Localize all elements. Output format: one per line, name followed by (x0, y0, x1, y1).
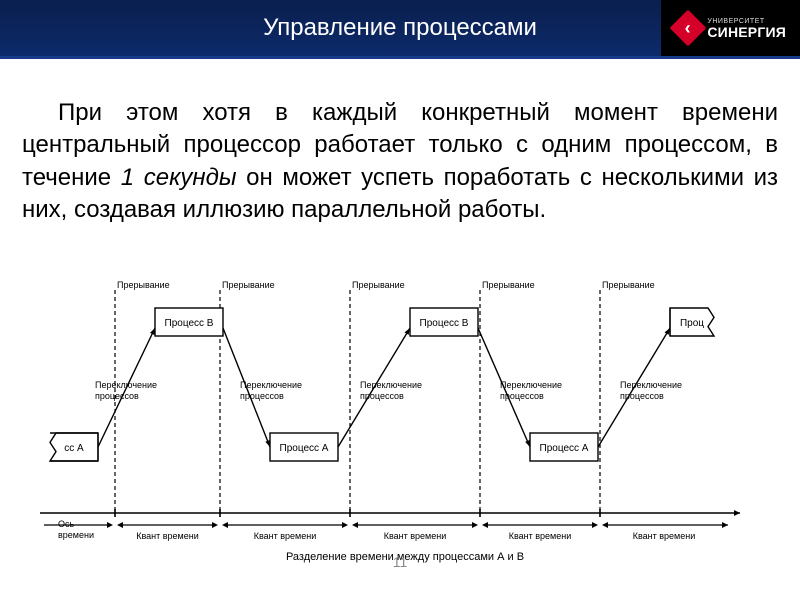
svg-text:Квант времени: Квант времени (509, 531, 572, 541)
page-number: 11 (393, 554, 408, 570)
svg-text:Ось: Ось (58, 519, 75, 529)
svg-text:Процесс В: Процесс В (165, 318, 214, 329)
svg-text:процессов: процессов (620, 391, 664, 401)
svg-text:Квант времени: Квант времени (384, 531, 447, 541)
svg-text:Прерывание: Прерывание (117, 280, 170, 290)
svg-text:Квант времени: Квант времени (136, 531, 199, 541)
paragraph: При этом хотя в каждый конкретный момент… (22, 97, 778, 227)
svg-text:Прерывание: Прерывание (222, 280, 275, 290)
svg-text:Процесс А: Процесс А (280, 443, 329, 454)
svg-text:Прерывание: Прерывание (602, 280, 655, 290)
svg-text:Проц: Проц (680, 318, 704, 329)
svg-text:Прерывание: Прерывание (352, 280, 405, 290)
svg-text:Процесс А: Процесс А (540, 443, 589, 454)
logo-icon: ‹ (670, 10, 707, 47)
svg-text:Переключение: Переключение (240, 380, 302, 390)
svg-text:процессов: процессов (240, 391, 284, 401)
svg-text:Квант времени: Квант времени (633, 531, 696, 541)
svg-text:Квант времени: Квант времени (254, 531, 317, 541)
svg-text:процессов: процессов (360, 391, 404, 401)
svg-text:Прерывание: Прерывание (482, 280, 535, 290)
brand-logo: ‹ УНИВЕРСИТЕТ СИНЕРГИЯ (661, 0, 800, 56)
svg-text:Переключение: Переключение (360, 380, 422, 390)
slide-body: При этом хотя в каждый конкретный момент… (0, 59, 800, 227)
slide-title: Управление процессами (263, 14, 537, 42)
slide-header: Управление процессами ‹ УНИВЕРСИТЕТ СИНЕ… (0, 0, 800, 59)
timeline-diagram: Осьвремени Прерывание Прерывание Прерывание… (40, 278, 770, 568)
svg-text:Переключение: Переключение (620, 380, 682, 390)
svg-text:процессов: процессов (500, 391, 544, 401)
svg-text:Переключение: Переключение (500, 380, 562, 390)
svg-text:сс А: сс А (64, 443, 84, 454)
svg-text:Процесс В: Процесс В (420, 318, 469, 329)
logo-subtitle: УНИВЕРСИТЕТ (707, 18, 786, 25)
svg-text:Переключение: Переключение (95, 380, 157, 390)
svg-text:процессов: процессов (95, 391, 139, 401)
logo-title: СИНЕРГИЯ (707, 25, 786, 39)
svg-text:времени: времени (58, 530, 94, 540)
